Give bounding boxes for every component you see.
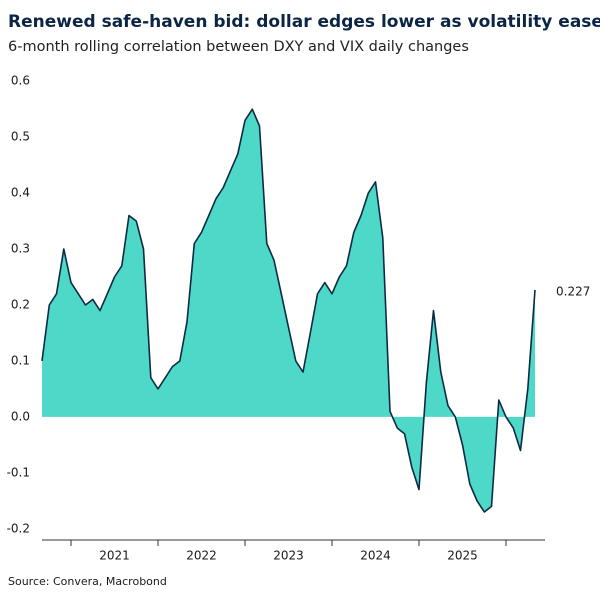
y-tick-label: 0.0 <box>11 409 30 423</box>
y-tick-label: 0.6 <box>11 74 30 88</box>
line <box>41 108 536 513</box>
x-tick-label: 2022 <box>186 549 217 563</box>
chart-subtitle: 6-month rolling correlation between DXY … <box>8 39 469 55</box>
source: Source: Convera, Macrobond <box>8 575 167 588</box>
y-tick-label: -0.1 <box>7 465 30 479</box>
y-tick-label: 0.5 <box>11 130 30 144</box>
y-tick-label: 0.2 <box>11 298 30 312</box>
end-value-label: 0.227 <box>556 284 590 298</box>
area <box>42 109 535 512</box>
y-tick-label: 0.4 <box>11 186 30 200</box>
y-tick-label: -0.2 <box>7 521 30 535</box>
chart-title: Renewed safe-haven bid: dollar edges low… <box>8 12 600 32</box>
x-tick-label: 2021 <box>99 549 130 563</box>
x-tick-label: 2023 <box>273 549 304 563</box>
y-tick-label: 0.3 <box>11 242 30 256</box>
y-tick-label: 0.1 <box>11 353 30 367</box>
x-tick-label: 2024 <box>360 549 391 563</box>
x-tick-label: 2025 <box>447 549 478 563</box>
